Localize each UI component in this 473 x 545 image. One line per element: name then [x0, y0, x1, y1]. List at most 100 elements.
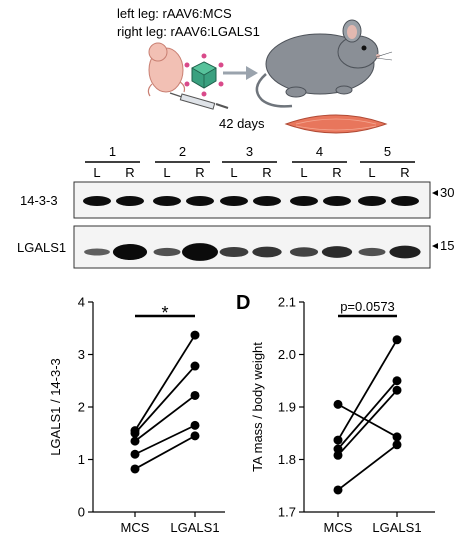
data-point	[130, 436, 140, 446]
data-point	[392, 432, 402, 442]
y-tick-label: 2	[78, 400, 85, 415]
data-point	[392, 385, 402, 395]
band-14-3-3	[186, 196, 214, 206]
syringe-icon	[169, 92, 229, 110]
mouse-number: 5	[384, 144, 391, 159]
band-14-3-3	[83, 196, 111, 206]
lane-label: L	[300, 165, 307, 180]
y-tick-label: 1.9	[278, 400, 296, 415]
schematic-illustration	[147, 19, 393, 134]
neonatal-pup-illustration	[147, 42, 186, 97]
arrow-right-icon	[223, 66, 258, 80]
band-lgals1	[289, 247, 319, 257]
x-tick-label: LGALS1	[372, 520, 421, 535]
series-line	[337, 444, 398, 491]
band-lgals1	[112, 244, 148, 260]
x-tick-label: MCS	[121, 520, 150, 535]
series-line	[134, 424, 196, 456]
lane-label: L	[368, 165, 375, 180]
y-tick-label: 3	[78, 347, 85, 362]
band-lgals1	[219, 246, 249, 258]
band-lgals1	[84, 248, 110, 256]
lane-label: R	[400, 165, 409, 180]
lane-label: R	[195, 165, 204, 180]
band-lgals1	[153, 247, 181, 257]
y-axis-label: LGALS1 / 14-3-3	[48, 358, 63, 456]
band-lgals1	[182, 243, 218, 261]
band-lgals1	[358, 247, 386, 257]
blot-row-label-lgals1: LGALS1	[17, 240, 66, 255]
data-point	[190, 361, 200, 371]
data-point	[333, 485, 343, 495]
band-14-3-3	[391, 196, 419, 206]
data-point	[333, 450, 343, 460]
data-point	[333, 435, 343, 445]
lane-label: R	[332, 165, 341, 180]
lane-label: L	[93, 165, 100, 180]
schematic-duration: 42 days	[219, 116, 265, 131]
y-tick-label: 2.0	[278, 347, 296, 362]
band-14-3-3	[153, 196, 181, 206]
x-tick-label: LGALS1	[170, 520, 219, 535]
y-tick-label: 4	[78, 295, 85, 310]
data-point	[130, 428, 140, 438]
blot-row-label-14-3-3: 14-3-3	[20, 193, 58, 208]
band-lgals1	[321, 246, 353, 258]
schematic-text-right-leg: right leg: rAAV6:LGALS1	[117, 24, 260, 39]
data-point	[190, 390, 200, 400]
series-line	[337, 389, 398, 456]
band-14-3-3	[220, 196, 248, 206]
band-lgals1	[252, 246, 282, 258]
y-tick-label: 1	[78, 452, 85, 467]
band-14-3-3	[290, 196, 318, 206]
data-point	[130, 449, 140, 459]
muscle-illustration	[284, 114, 388, 134]
band-14-3-3	[253, 196, 281, 206]
significance-label: p=0.0573	[340, 299, 395, 314]
data-point	[130, 464, 140, 474]
adult-mouse-illustration	[255, 19, 393, 108]
data-point	[333, 399, 343, 409]
marker-arrow-icon	[432, 190, 438, 196]
mouse-number: 4	[316, 144, 323, 159]
y-tick-label: 0	[78, 505, 85, 520]
series-line	[134, 394, 196, 442]
panel-d-label: D	[236, 292, 251, 314]
series-line	[134, 435, 196, 470]
lane-label: L	[230, 165, 237, 180]
series-line	[337, 380, 398, 450]
data-point	[392, 335, 402, 345]
band-14-3-3	[358, 196, 386, 206]
significance-label: *	[161, 303, 168, 323]
band-14-3-3	[323, 196, 351, 206]
data-point	[392, 376, 402, 386]
data-point	[190, 431, 200, 441]
data-point	[190, 330, 200, 340]
schematic-text-left-leg: left leg: rAAV6:MCS	[117, 6, 232, 21]
series-line	[337, 339, 398, 441]
lane-label: R	[262, 165, 271, 180]
x-tick-label: MCS	[324, 520, 353, 535]
y-tick-label: 1.7	[278, 505, 296, 520]
series-line	[337, 403, 398, 438]
lane-label: L	[163, 165, 170, 180]
band-lgals1	[389, 245, 421, 259]
mouse-number: 3	[246, 144, 253, 159]
mw-marker-15: 15	[440, 238, 454, 253]
y-tick-label: 2.1	[278, 295, 296, 310]
data-point	[190, 420, 200, 430]
band-14-3-3	[116, 196, 144, 206]
y-axis-label: TA mass / body weight	[250, 342, 265, 472]
aav-capsid-icon	[184, 53, 224, 97]
data-point	[392, 440, 402, 450]
y-tick-label: 1.8	[278, 452, 296, 467]
mw-marker-30: 30	[440, 185, 454, 200]
mouse-number: 2	[179, 144, 186, 159]
mouse-number: 1	[109, 144, 116, 159]
series-line	[134, 365, 196, 434]
series-line	[134, 334, 196, 432]
data-point	[333, 444, 343, 454]
